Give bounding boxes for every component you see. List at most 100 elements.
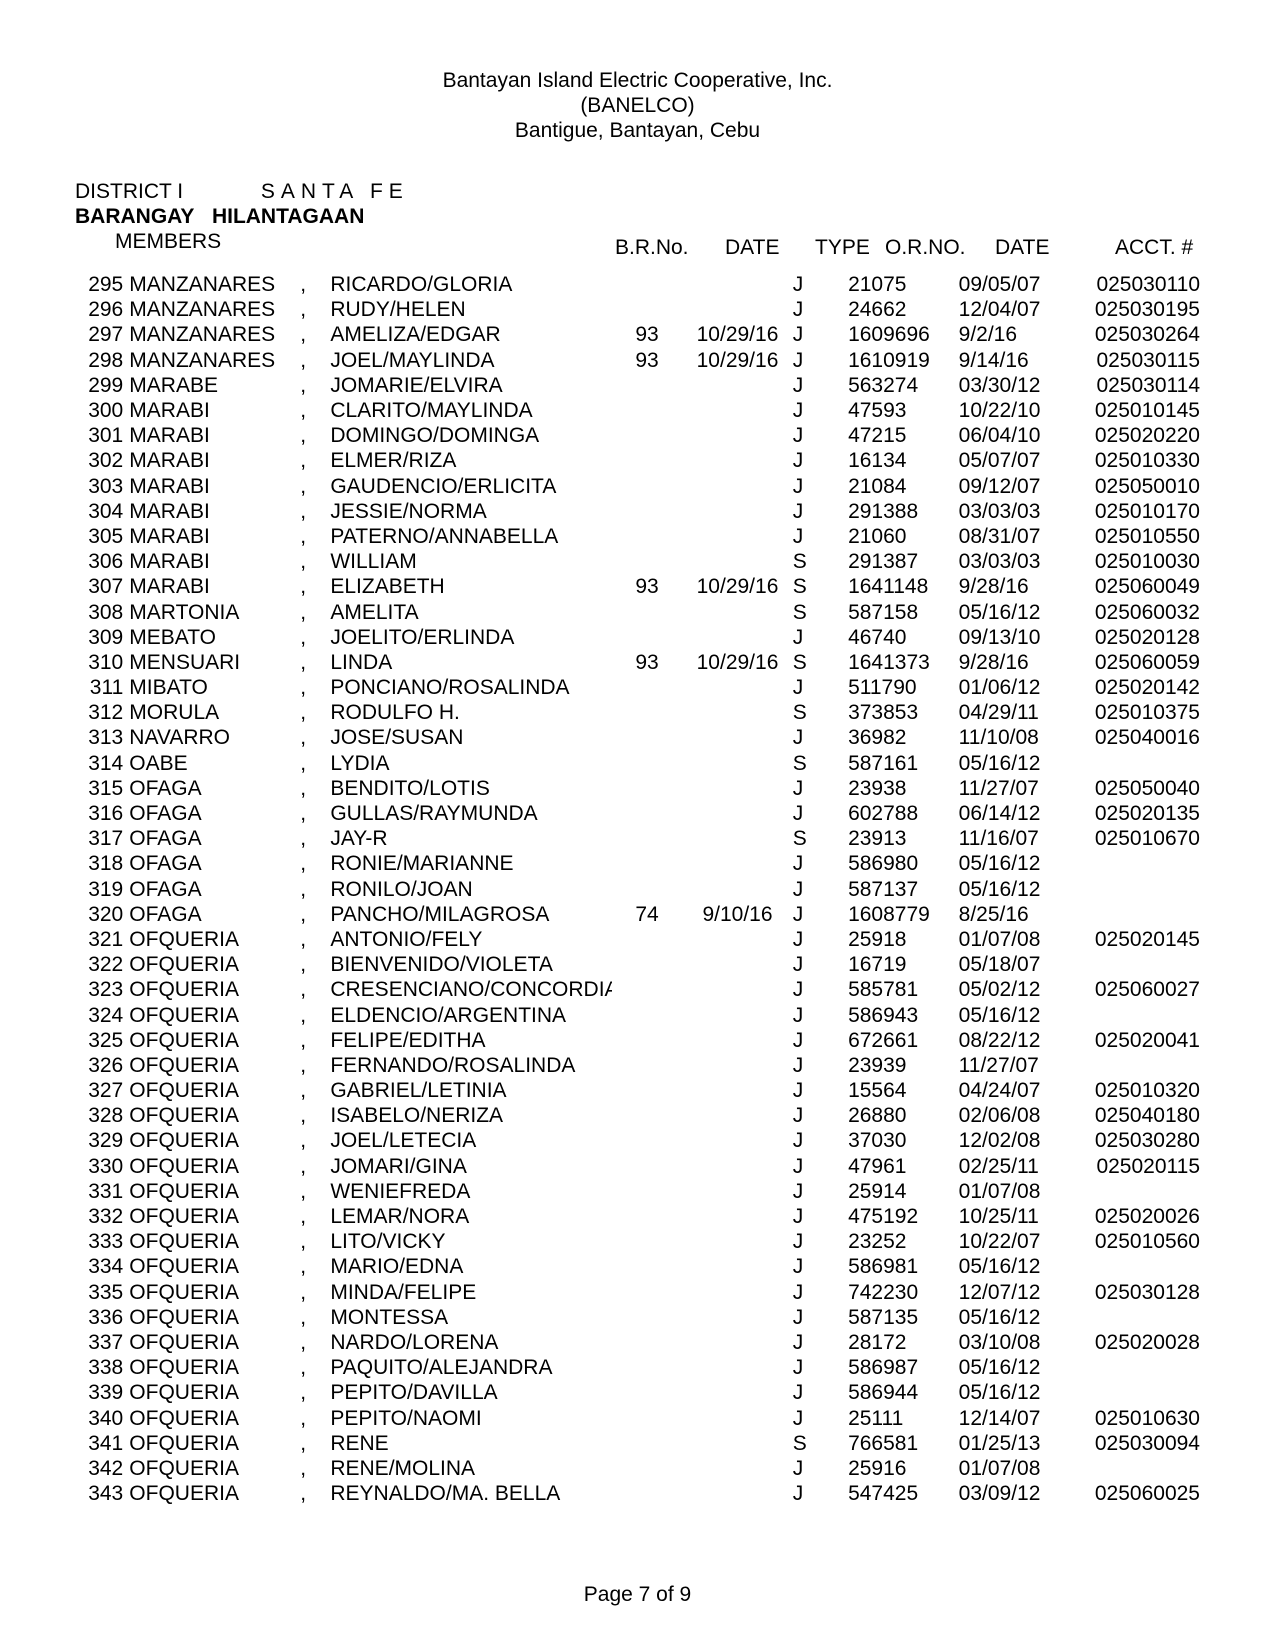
cell: 373853 [848, 700, 959, 725]
cell: S [793, 599, 848, 624]
cell: J [793, 1305, 848, 1330]
cell: 21075 [848, 272, 959, 297]
cell: 9/2/16 [959, 322, 1070, 347]
cell [682, 801, 793, 826]
cell: 342 [75, 1456, 123, 1481]
cell: 16134 [848, 448, 959, 473]
cell: , [300, 1028, 330, 1053]
cell [1069, 851, 1200, 876]
cell [612, 373, 682, 398]
cell: , [300, 725, 330, 750]
cell: 321 [75, 927, 123, 952]
cell [1069, 1355, 1200, 1380]
cell: J [793, 322, 848, 347]
cell [682, 725, 793, 750]
cell: 311 [75, 675, 123, 700]
cell [612, 927, 682, 952]
cell: 025010630 [1069, 1405, 1200, 1430]
cell: , [300, 549, 330, 574]
cell: 025020115 [1069, 1154, 1200, 1179]
cell: , [300, 826, 330, 851]
cell: 36982 [848, 725, 959, 750]
cell [682, 1128, 793, 1153]
table-row: 339OFQUERIA,PEPITO/DAVILLAJ58694405/16/1… [75, 1380, 1200, 1405]
cell: JOSE/SUSAN [330, 725, 612, 750]
cell: , [300, 952, 330, 977]
cell: 309 [75, 625, 123, 650]
cell: OFQUERIA [129, 1002, 300, 1027]
cell: 586943 [848, 1002, 959, 1027]
table-row: 302MARABI,ELMER/RIZAJ1613405/07/07025010… [75, 448, 1200, 473]
cell: J [793, 776, 848, 801]
cell: GAUDENCIO/ERLICITA [330, 474, 612, 499]
cell: DOMINGO/DOMINGA [330, 423, 612, 448]
cell [682, 1280, 793, 1305]
cell: OFQUERIA [129, 1305, 300, 1330]
cell: 05/16/12 [959, 1355, 1070, 1380]
cell: J [793, 524, 848, 549]
header-line-3: Bantigue, Bantayan, Cebu [75, 120, 1200, 141]
cell: J [793, 625, 848, 650]
cell: REYNALDO/MA. BELLA [330, 1481, 612, 1506]
cell: 21084 [848, 474, 959, 499]
cell: 340 [75, 1405, 123, 1430]
cell [682, 1330, 793, 1355]
header-line-2: (BANELCO) [75, 95, 1200, 116]
cell [612, 1078, 682, 1103]
cell: , [300, 700, 330, 725]
cell: J [793, 1456, 848, 1481]
cell [682, 625, 793, 650]
table-row: 335OFQUERIA,MINDA/FELIPEJ74223012/07/120… [75, 1280, 1200, 1305]
cell: 025010375 [1069, 700, 1200, 725]
cell: 10/25/11 [959, 1204, 1070, 1229]
cell: J [793, 1229, 848, 1254]
table-row: 304MARABI,JESSIE/NORMAJ29138803/03/03025… [75, 499, 1200, 524]
cell: 23913 [848, 826, 959, 851]
cell [612, 801, 682, 826]
cell: J [793, 725, 848, 750]
cell [682, 423, 793, 448]
cell: 025010550 [1069, 524, 1200, 549]
cell: 03/03/03 [959, 499, 1070, 524]
cell: 10/29/16 [682, 348, 793, 373]
cell: JAY-R [330, 826, 612, 851]
cell: 9/28/16 [959, 650, 1070, 675]
cell: PANCHO/MILAGROSA [330, 902, 612, 927]
cell: S [793, 574, 848, 599]
cell [1069, 1002, 1200, 1027]
cell: J [793, 1028, 848, 1053]
cell: S [793, 650, 848, 675]
cell: , [300, 1128, 330, 1153]
table-row: 325OFQUERIA,FELIPE/EDITHAJ67266108/22/12… [75, 1028, 1200, 1053]
cell: 08/31/07 [959, 524, 1070, 549]
cell [682, 1305, 793, 1330]
cell [612, 1229, 682, 1254]
cell: CRESENCIANO/CONCORDIA [330, 977, 612, 1002]
cell: 37030 [848, 1128, 959, 1153]
cell: 315 [75, 776, 123, 801]
cell: 328 [75, 1103, 123, 1128]
cell: , [300, 1053, 330, 1078]
cell: , [300, 297, 330, 322]
cell: RONIE/MARIANNE [330, 851, 612, 876]
cell: 338 [75, 1355, 123, 1380]
cell: , [300, 625, 330, 650]
cell: 331 [75, 1179, 123, 1204]
cell: 602788 [848, 801, 959, 826]
cell: RENE [330, 1431, 612, 1456]
cell: J [793, 1154, 848, 1179]
cell: 586944 [848, 1380, 959, 1405]
cell [682, 549, 793, 574]
cell: 316 [75, 801, 123, 826]
cell [612, 826, 682, 851]
cell: 291387 [848, 549, 959, 574]
cell: 302 [75, 448, 123, 473]
cell: J [793, 1330, 848, 1355]
cell [682, 675, 793, 700]
cell: OFQUERIA [129, 1028, 300, 1053]
cell [1069, 751, 1200, 776]
cell: , [300, 1380, 330, 1405]
cell: 334 [75, 1254, 123, 1279]
cell: J [793, 801, 848, 826]
cell: LYDIA [330, 751, 612, 776]
